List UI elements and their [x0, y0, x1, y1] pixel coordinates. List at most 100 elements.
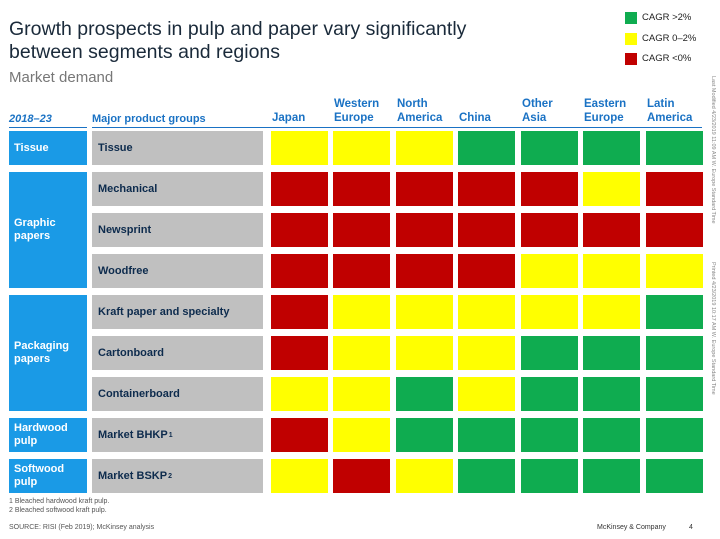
cell-woodfree-western-europe [333, 254, 390, 288]
region-header-latin-america: Latin America [647, 98, 693, 124]
page-title: Growth prospects in pulp and paper vary … [9, 18, 467, 63]
cell-kraft-paper-and-specialty-latin-america [646, 295, 703, 329]
product-cartonboard: Cartonboard [92, 336, 263, 370]
region-header-eastern-europe: Eastern Europe [584, 98, 627, 124]
brand-name: McKinsey & Company [597, 524, 666, 531]
cell-cartonboard-north-america [396, 336, 453, 370]
product-market-bhkp: Market BHKP 1 [92, 418, 263, 452]
product-woodfree: Woodfree [92, 254, 263, 288]
cell-woodfree-north-america [396, 254, 453, 288]
product-mechanical: Mechanical [92, 172, 263, 206]
cell-market-bhkp-latin-america [646, 418, 703, 452]
cell-cartonboard-japan [271, 336, 328, 370]
product-containerboard: Containerboard [92, 377, 263, 411]
page-number: 4 [689, 524, 693, 531]
segment-hardwood-pulp: Hardwood pulp [9, 418, 87, 452]
cell-newsprint-north-america [396, 213, 453, 247]
legend-item-high: CAGR >2% [625, 12, 715, 26]
cell-mechanical-other-asia [521, 172, 578, 206]
product-newsprint: Newsprint [92, 213, 263, 247]
cell-market-bhkp-other-asia [521, 418, 578, 452]
cell-kraft-paper-and-specialty-japan [271, 295, 328, 329]
cell-woodfree-japan [271, 254, 328, 288]
cell-market-bskp-china [458, 459, 515, 493]
cell-mechanical-china [458, 172, 515, 206]
period-header: 2018–23 [9, 113, 52, 125]
legend-label-low: CAGR <0% [642, 53, 692, 64]
cell-market-bskp-other-asia [521, 459, 578, 493]
legend-item-mid: CAGR 0–2% [625, 33, 715, 47]
header-underline [92, 127, 702, 128]
cell-containerboard-japan [271, 377, 328, 411]
legend-swatch-low [625, 53, 637, 65]
cell-market-bhkp-china [458, 418, 515, 452]
page-subtitle: Market demand [9, 69, 114, 86]
cell-market-bskp-western-europe [333, 459, 390, 493]
cell-containerboard-north-america [396, 377, 453, 411]
cell-market-bskp-north-america [396, 459, 453, 493]
segment-packaging-papers: Packaging papers [9, 295, 87, 411]
product-market-bskp: Market BSKP 2 [92, 459, 263, 493]
cell-containerboard-western-europe [333, 377, 390, 411]
cell-tissue-japan [271, 131, 328, 165]
cell-market-bhkp-japan [271, 418, 328, 452]
segment-softwood-pulp: Softwood pulp [9, 459, 87, 493]
cell-containerboard-latin-america [646, 377, 703, 411]
cell-newsprint-latin-america [646, 213, 703, 247]
cell-market-bhkp-north-america [396, 418, 453, 452]
product-groups-header: Major product groups [92, 113, 206, 125]
cell-cartonboard-other-asia [521, 336, 578, 370]
cell-woodfree-other-asia [521, 254, 578, 288]
cell-mechanical-western-europe [333, 172, 390, 206]
cell-tissue-north-america [396, 131, 453, 165]
cell-market-bskp-eastern-europe [583, 459, 640, 493]
cell-tissue-other-asia [521, 131, 578, 165]
source-note: SOURCE: RISI (Feb 2019); McKinsey analys… [9, 524, 155, 531]
cell-newsprint-other-asia [521, 213, 578, 247]
cell-newsprint-china [458, 213, 515, 247]
cell-market-bskp-latin-america [646, 459, 703, 493]
region-header-north-america: North America [397, 98, 443, 124]
cell-kraft-paper-and-specialty-other-asia [521, 295, 578, 329]
cell-mechanical-north-america [396, 172, 453, 206]
cell-kraft-paper-and-specialty-western-europe [333, 295, 390, 329]
cell-market-bhkp-western-europe [333, 418, 390, 452]
legend-label-mid: CAGR 0–2% [642, 33, 697, 44]
cell-newsprint-japan [271, 213, 328, 247]
footnote-2: 2 Bleached softwood kraft pulp. [9, 507, 107, 514]
legend-swatch-mid [625, 33, 637, 45]
cell-containerboard-eastern-europe [583, 377, 640, 411]
cell-woodfree-latin-america [646, 254, 703, 288]
footnotes: 1 Bleached hardwood kraft pulp. 2 Bleach… [9, 497, 109, 515]
cell-market-bhkp-eastern-europe [583, 418, 640, 452]
cell-kraft-paper-and-specialty-eastern-europe [583, 295, 640, 329]
legend-swatch-high [625, 12, 637, 24]
cell-cartonboard-western-europe [333, 336, 390, 370]
cell-mechanical-eastern-europe [583, 172, 640, 206]
cell-tissue-china [458, 131, 515, 165]
cell-kraft-paper-and-specialty-north-america [396, 295, 453, 329]
cell-market-bskp-japan [271, 459, 328, 493]
product-kraft-paper-and-specialty: Kraft paper and specialty [92, 295, 263, 329]
cell-mechanical-latin-america [646, 172, 703, 206]
segment-tissue: Tissue [9, 131, 87, 165]
cell-tissue-latin-america [646, 131, 703, 165]
cell-tissue-western-europe [333, 131, 390, 165]
cell-newsprint-eastern-europe [583, 213, 640, 247]
region-header-japan: Japan [272, 112, 306, 124]
footnote-1: 1 Bleached hardwood kraft pulp. [9, 498, 110, 505]
cell-kraft-paper-and-specialty-china [458, 295, 515, 329]
cell-containerboard-china [458, 377, 515, 411]
region-header-other-asia: Other Asia [522, 98, 553, 124]
cell-woodfree-china [458, 254, 515, 288]
cell-tissue-eastern-europe [583, 131, 640, 165]
segment-graphic-papers: Graphic papers [9, 172, 87, 288]
cell-containerboard-other-asia [521, 377, 578, 411]
legend-label-high: CAGR >2% [642, 12, 692, 23]
cell-cartonboard-latin-america [646, 336, 703, 370]
cell-cartonboard-eastern-europe [583, 336, 640, 370]
legend-item-low: CAGR <0% [625, 53, 715, 67]
region-header-china: China [459, 112, 491, 124]
cell-mechanical-japan [271, 172, 328, 206]
product-tissue: Tissue [92, 131, 263, 165]
